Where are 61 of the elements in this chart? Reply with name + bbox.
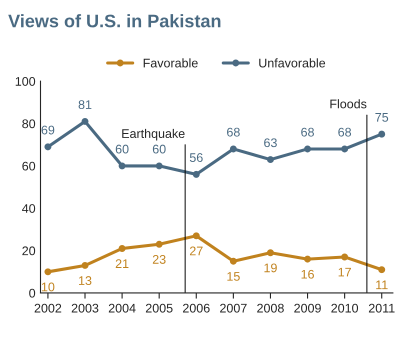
- legend-label: Favorable: [144, 58, 198, 68]
- point: [230, 258, 237, 265]
- x-tick-label: 2003: [72, 304, 98, 313]
- x-tick-label: 2009: [294, 304, 321, 313]
- y-tick-label: 0: [29, 288, 36, 298]
- data-label: 60: [152, 144, 166, 154]
- ref-line-label: Floods: [330, 99, 366, 108]
- point: [378, 266, 386, 274]
- data-label: 17: [338, 268, 351, 276]
- data-label: 69: [42, 126, 54, 134]
- data-label: 10: [42, 282, 54, 292]
- data-label: 60: [116, 144, 129, 154]
- x-tick-label: 2005: [146, 304, 173, 313]
- point: [118, 245, 126, 252]
- y-tick-label: 80: [22, 119, 36, 128]
- data-label: 27: [190, 246, 203, 256]
- x-tick-label: 2006: [183, 304, 210, 313]
- point: [44, 143, 52, 150]
- point: [378, 130, 386, 138]
- point: [156, 162, 163, 170]
- y-tick-label: 40: [22, 204, 36, 213]
- data-label: 16: [302, 270, 314, 279]
- ref-line-label: Earthquake: [122, 128, 185, 140]
- data-label: 56: [190, 153, 203, 162]
- point: [304, 145, 312, 152]
- data-label: 15: [227, 272, 240, 281]
- point: [230, 145, 237, 152]
- y-tick-label: 60: [22, 162, 36, 171]
- data-label: 68: [227, 128, 240, 137]
- x-tick-label: 2010: [331, 304, 358, 313]
- chart-title: Views of U.S. in Pakistan: [8, 14, 220, 28]
- data-label: 13: [79, 276, 92, 286]
- data-label: 68: [301, 128, 314, 137]
- data-label: 68: [338, 128, 352, 137]
- point: [341, 145, 348, 152]
- legend-label: Unfavorable: [259, 58, 326, 68]
- x-tick-label: 2002: [34, 304, 62, 313]
- point: [82, 262, 88, 269]
- point: [82, 118, 88, 125]
- x-tick-label: 2004: [108, 304, 136, 313]
- data-label: 21: [116, 259, 128, 268]
- point: [192, 170, 200, 178]
- x-tick-label: 2007: [220, 304, 247, 313]
- point: [156, 240, 163, 248]
- data-label: 23: [152, 254, 166, 264]
- point: [192, 232, 200, 240]
- point: [341, 254, 348, 260]
- data-label: 11: [376, 280, 388, 290]
- data-label: 63: [264, 138, 277, 148]
- data-label: 81: [78, 100, 92, 110]
- data-label: 75: [375, 113, 388, 122]
- point: [266, 156, 274, 164]
- point: [304, 256, 312, 263]
- x-tick-label: 2011: [368, 304, 395, 313]
- x-tick-label: 2008: [257, 304, 284, 313]
- point: [266, 249, 274, 256]
- y-tick-label: 100: [16, 76, 36, 86]
- point: [44, 268, 52, 276]
- data-label: 19: [264, 263, 277, 272]
- y-tick-label: 20: [22, 246, 36, 256]
- point: [118, 162, 126, 170]
